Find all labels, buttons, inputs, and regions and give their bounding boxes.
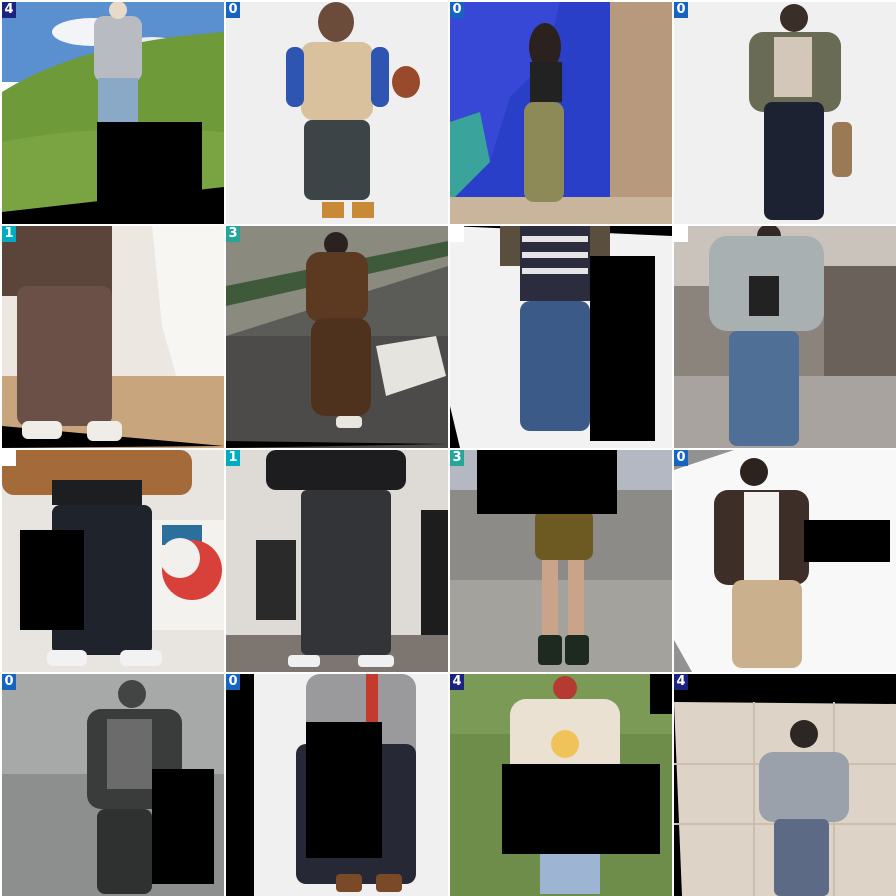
photo-brown-hoodie-street (226, 226, 448, 448)
label-badge: 0 (674, 2, 688, 18)
label-badge: 3 (450, 450, 464, 466)
photo-tile-9 (2, 450, 224, 672)
photo-tile-5: 1 (2, 226, 224, 448)
photo-tile-1: 4 (2, 2, 224, 224)
photo-tile-3: 0 (450, 2, 672, 224)
label-badge (2, 450, 16, 466)
photo-tile-11: 3 (450, 450, 672, 672)
photo-gray-puffer (674, 226, 896, 448)
photo-tile-14: 0 (226, 674, 448, 896)
label-badge: 1 (2, 226, 16, 242)
photo-gray-monochrome (2, 674, 224, 896)
redaction-box (152, 769, 214, 884)
label-badge: 4 (674, 674, 688, 690)
label-badge: 4 (2, 2, 16, 18)
label-badge: 4 (450, 674, 464, 690)
label-badge (450, 226, 464, 242)
label-badge: 0 (226, 2, 240, 18)
label-badge: 0 (2, 674, 16, 690)
redaction-box (804, 520, 890, 562)
photo-brown-trousers (2, 226, 224, 448)
label-badge: 0 (450, 2, 464, 18)
redaction-box (502, 764, 660, 854)
photo-tile-12: 0 (674, 450, 896, 672)
photo-charcoal-slacks (226, 450, 448, 672)
photo-tile-16: 4 (674, 674, 896, 896)
label-badge: 0 (674, 450, 688, 466)
redaction-box (590, 256, 655, 441)
photo-tile-4: 0 (674, 2, 896, 224)
photo-beige-vest-studio (226, 2, 448, 224)
label-badge: 3 (226, 226, 240, 242)
redaction-box (97, 122, 202, 207)
label-badge (674, 226, 688, 242)
redaction-box (477, 450, 617, 514)
photo-tile-7 (450, 226, 672, 448)
redaction-box (306, 722, 382, 858)
photo-tile-2: 0 (226, 2, 448, 224)
photo-tile-10: 1 (226, 450, 448, 672)
label-badge: 0 (226, 674, 240, 690)
photo-tile-8 (674, 226, 896, 448)
photo-olive-jacket (674, 2, 896, 224)
redaction-box (20, 530, 84, 630)
photo-tile-wall-sweatshirt (674, 674, 896, 896)
photo-tile-13: 0 (2, 674, 224, 896)
photo-tile-6: 3 (226, 226, 448, 448)
photo-tile-15: 4 (450, 674, 672, 896)
label-badge: 1 (226, 450, 240, 466)
photo-mirror-selfie (450, 2, 672, 224)
